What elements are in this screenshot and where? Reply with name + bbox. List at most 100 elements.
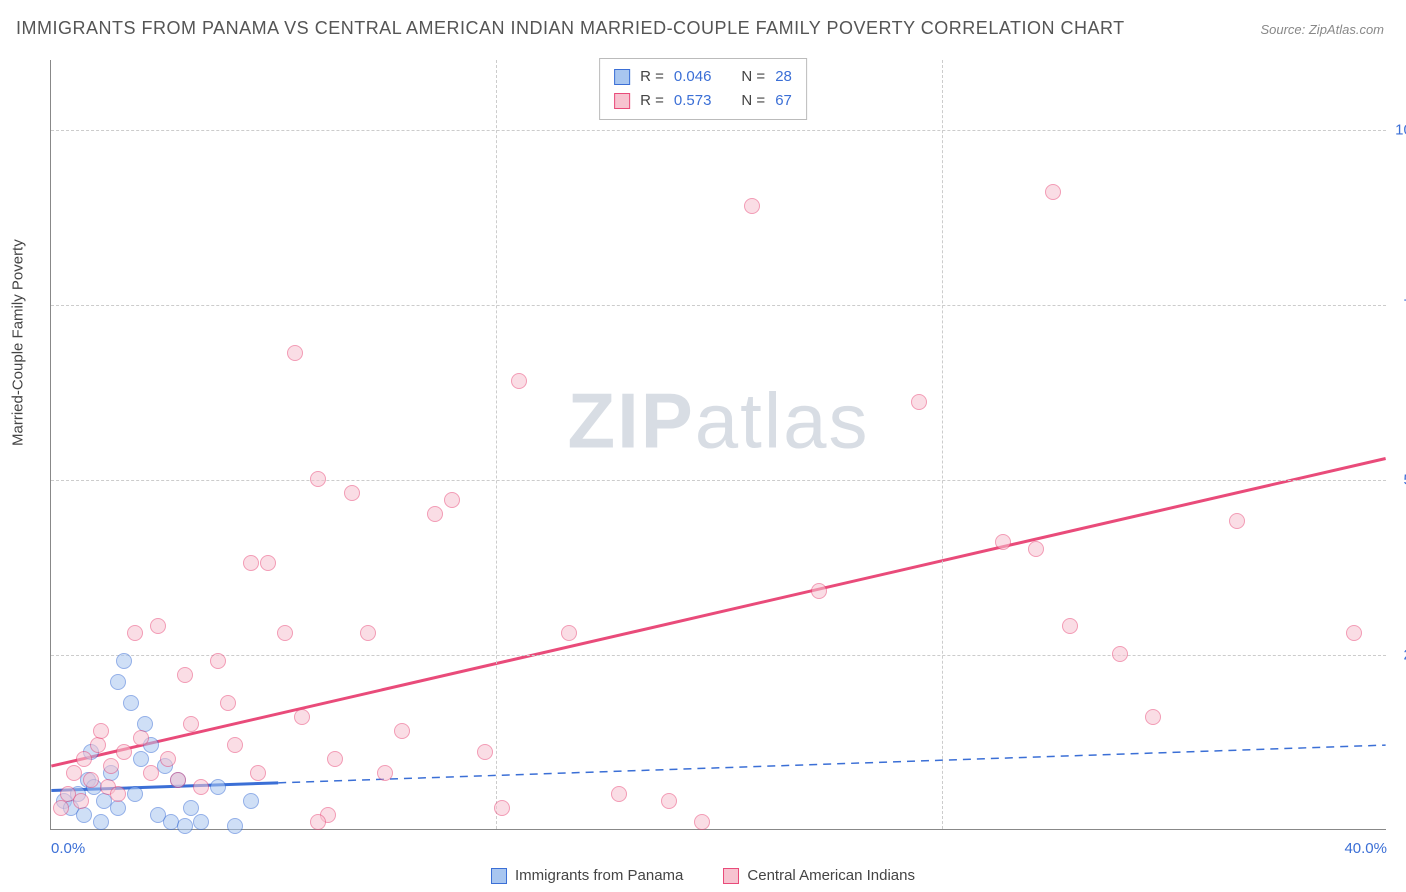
scatter-point [310, 814, 326, 830]
scatter-point [193, 779, 209, 795]
scatter-point [1145, 709, 1161, 725]
stat-r-value: 0.046 [674, 65, 712, 89]
legend-label: Central American Indians [747, 867, 915, 884]
scatter-point [53, 800, 69, 816]
scatter-point [83, 772, 99, 788]
stats-row: R = 0.046 N = 28 [614, 65, 792, 89]
scatter-point [611, 786, 627, 802]
scatter-point [911, 394, 927, 410]
scatter-point [427, 506, 443, 522]
scatter-point [133, 730, 149, 746]
scatter-point [183, 716, 199, 732]
x-tick-label: 40.0% [1344, 840, 1387, 857]
scatter-point [811, 583, 827, 599]
scatter-point [494, 800, 510, 816]
stat-r-label: R = [640, 65, 664, 89]
scatter-point [243, 555, 259, 571]
y-tick-label: 75.0% [1391, 297, 1406, 314]
scatter-point [143, 765, 159, 781]
stat-r-label: R = [640, 89, 664, 113]
scatter-point [66, 765, 82, 781]
stats-row: R = 0.573 N = 67 [614, 89, 792, 113]
scatter-point [76, 751, 92, 767]
scatter-point [183, 800, 199, 816]
scatter-point [310, 471, 326, 487]
scatter-point [93, 723, 109, 739]
legend-item: Central American Indians [723, 867, 915, 884]
scatter-point [377, 765, 393, 781]
scatter-point [110, 786, 126, 802]
legend-swatch [491, 868, 507, 884]
stat-n-label: N = [741, 65, 765, 89]
y-axis-label: Married-Couple Family Poverty [10, 239, 27, 446]
scatter-point [243, 793, 259, 809]
stat-n-value: 28 [775, 65, 792, 89]
scatter-point [116, 744, 132, 760]
y-tick-label: 100.0% [1391, 122, 1406, 139]
scatter-point [220, 695, 236, 711]
scatter-point [511, 373, 527, 389]
scatter-point [444, 492, 460, 508]
scatter-point [1229, 513, 1245, 529]
scatter-point [661, 793, 677, 809]
scatter-point [561, 625, 577, 641]
scatter-point [277, 625, 293, 641]
source-label: Source: ZipAtlas.com [1260, 22, 1384, 37]
scatter-point [116, 653, 132, 669]
stat-n-value: 67 [775, 89, 792, 113]
legend-swatch [614, 93, 630, 109]
scatter-point [110, 800, 126, 816]
stat-n-label: N = [741, 89, 765, 113]
scatter-point [477, 744, 493, 760]
plot-area: ZIPatlas 25.0%50.0%75.0%100.0%0.0%40.0% [50, 60, 1386, 830]
scatter-point [210, 779, 226, 795]
stat-r-value: 0.573 [674, 89, 712, 113]
scatter-point [227, 737, 243, 753]
gridline-h [51, 305, 1386, 306]
trend-lines [51, 60, 1386, 829]
scatter-point [127, 786, 143, 802]
scatter-point [995, 534, 1011, 550]
scatter-point [1045, 184, 1061, 200]
scatter-point [110, 674, 126, 690]
legend-swatch [723, 868, 739, 884]
legend-label: Immigrants from Panama [515, 867, 683, 884]
scatter-point [1346, 625, 1362, 641]
scatter-point [210, 653, 226, 669]
scatter-point [1112, 646, 1128, 662]
gridline-h [51, 130, 1386, 131]
gridline-h [51, 655, 1386, 656]
scatter-point [160, 751, 176, 767]
scatter-point [177, 818, 193, 834]
scatter-point [193, 814, 209, 830]
scatter-point [103, 758, 119, 774]
gridline-v [942, 60, 943, 829]
scatter-point [227, 818, 243, 834]
scatter-point [170, 772, 186, 788]
legend-item: Immigrants from Panama [491, 867, 683, 884]
legend-swatch [614, 69, 630, 85]
scatter-point [1062, 618, 1078, 634]
scatter-point [694, 814, 710, 830]
y-tick-label: 50.0% [1391, 472, 1406, 489]
scatter-point [294, 709, 310, 725]
scatter-point [327, 751, 343, 767]
gridline-h [51, 480, 1386, 481]
bottom-legend: Immigrants from Panama Central American I… [491, 867, 915, 884]
scatter-point [76, 807, 92, 823]
x-tick-label: 0.0% [51, 840, 85, 857]
watermark: ZIPatlas [567, 376, 869, 467]
scatter-point [250, 765, 266, 781]
scatter-point [123, 695, 139, 711]
stats-legend-box: R = 0.046 N = 28 R = 0.573 N = 67 [599, 58, 807, 120]
scatter-point [287, 345, 303, 361]
scatter-point [744, 198, 760, 214]
chart-title: IMMIGRANTS FROM PANAMA VS CENTRAL AMERIC… [16, 18, 1125, 39]
scatter-point [394, 723, 410, 739]
y-tick-label: 25.0% [1391, 647, 1406, 664]
scatter-point [90, 737, 106, 753]
gridline-v [496, 60, 497, 829]
scatter-point [150, 618, 166, 634]
scatter-point [344, 485, 360, 501]
scatter-point [93, 814, 109, 830]
